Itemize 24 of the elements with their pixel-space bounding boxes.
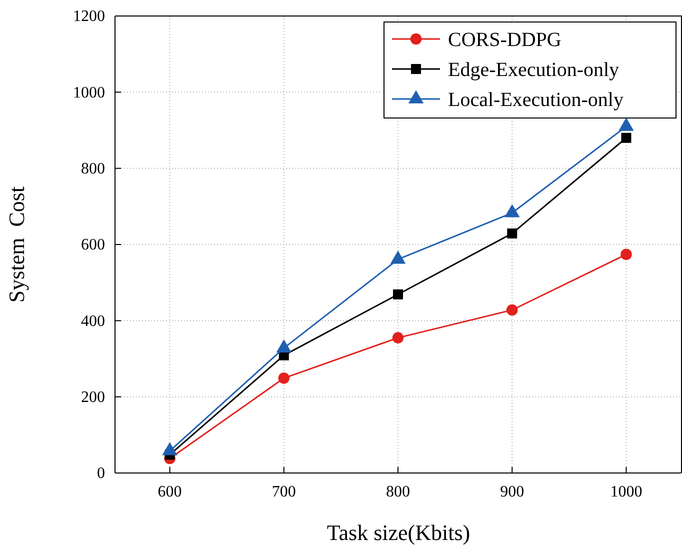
- legend-label: Local-Execution-only: [448, 89, 624, 111]
- point: [620, 248, 632, 260]
- y-tick-label: 600: [81, 236, 105, 254]
- y-tick-label: 0: [97, 465, 105, 482]
- x-tick-label: 700: [272, 483, 296, 500]
- x-tick-label: 1000: [610, 483, 642, 500]
- x-axis-title: Task size(Kbits): [326, 520, 470, 545]
- point: [506, 304, 518, 316]
- x-tick-label: 600: [158, 483, 182, 500]
- y-tick-label: 800: [81, 160, 105, 178]
- point: [393, 289, 403, 300]
- point: [278, 372, 290, 384]
- point: [392, 332, 404, 344]
- y-tick-label: 200: [81, 388, 105, 406]
- legend-label: CORS-DDPG: [448, 29, 562, 51]
- point: [621, 132, 632, 143]
- y-tick-label: 1000: [73, 84, 105, 102]
- x-tick-label: 900: [500, 483, 524, 500]
- y-tick-label: 1200: [73, 8, 105, 26]
- y-axis-title: System Cost: [4, 186, 29, 303]
- point: [507, 228, 518, 238]
- legend-label: Edge-Execution-only: [448, 59, 620, 81]
- y-tick-label: 400: [81, 312, 105, 330]
- x-tick-label: 800: [386, 483, 410, 500]
